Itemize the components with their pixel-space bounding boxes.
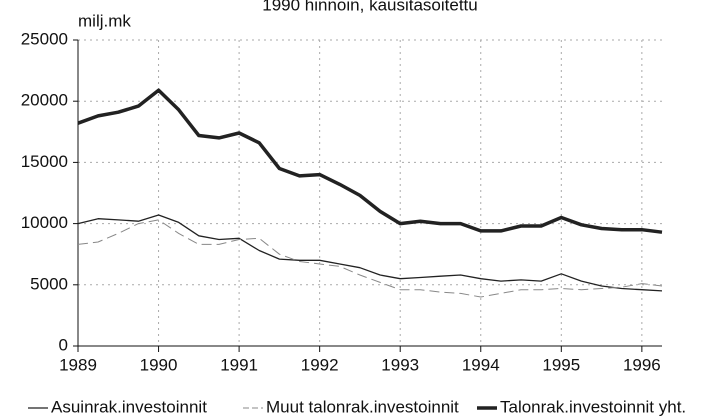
series-line — [77, 214, 663, 292]
y-tick-label: 25000 — [21, 29, 68, 48]
series-line — [77, 88, 663, 234]
legend-label: Talonrak.investoinnit yht. — [500, 397, 686, 416]
y-tick-label: 20000 — [21, 91, 68, 110]
x-tick-label: 1992 — [301, 355, 339, 374]
legend-label: Asuinrak.investoinnit — [51, 397, 207, 416]
x-tick-label: 1990 — [140, 355, 178, 374]
x-tick-label: 1989 — [59, 355, 97, 374]
y-axis-label: milj.mk — [78, 11, 131, 30]
series-line — [77, 219, 663, 298]
x-tick-label: 1995 — [542, 355, 580, 374]
y-tick-label: 15000 — [21, 152, 68, 171]
x-tick-label: 1994 — [462, 355, 500, 374]
x-tick-label: 1996 — [623, 355, 661, 374]
chart-title: 1990 hinnoin, kausitasoitettu — [262, 0, 478, 14]
y-tick-label: 10000 — [21, 213, 68, 232]
legend-label: Muut talonrak.investoinnit — [266, 397, 459, 416]
x-tick-label: 1993 — [381, 355, 419, 374]
x-tick-label: 1991 — [220, 355, 258, 374]
y-tick-label: 0 — [59, 335, 68, 354]
y-tick-label: 5000 — [30, 274, 68, 293]
